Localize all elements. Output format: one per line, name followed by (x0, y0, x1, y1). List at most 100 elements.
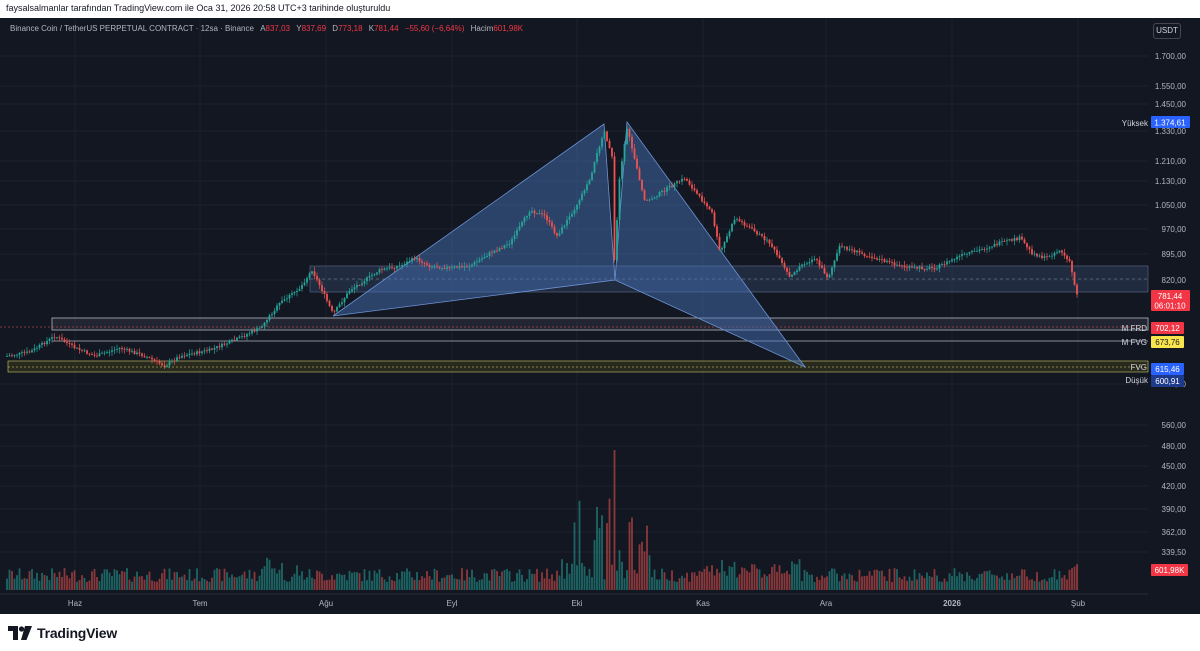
candle-body (326, 294, 328, 301)
volume-bar (531, 573, 533, 590)
footer: TradingView (0, 614, 1200, 651)
candle-body (251, 330, 253, 334)
candle-body (661, 190, 663, 193)
volume-bar (488, 580, 491, 590)
candle-body (778, 255, 781, 259)
volume-bar (411, 577, 413, 590)
candle-body (638, 168, 641, 181)
volume-bar (418, 580, 421, 590)
volume-bar (913, 569, 916, 590)
volume-bar (696, 575, 698, 590)
candle-body (218, 346, 221, 348)
volume-bar (283, 579, 286, 590)
candle-body (773, 246, 776, 250)
chart-frame[interactable]: 1.700,00 1.550,00 1.450,00 1.330,00 1.210,00… (0, 18, 1200, 614)
candle-body (731, 223, 733, 232)
symbol-legend[interactable]: Binance Coin / TetherUS PERPETUAL CONTRA… (10, 24, 523, 33)
volume-bar (381, 577, 383, 590)
candles (6, 125, 1078, 369)
volume-bar (728, 566, 731, 590)
candle-body (271, 314, 273, 316)
candle-body (583, 190, 586, 194)
volume-bar (891, 581, 893, 590)
candle-body (366, 277, 368, 282)
candle-body (858, 250, 861, 253)
volume-bar (446, 575, 448, 590)
currency-button[interactable]: USDT (1153, 23, 1181, 39)
candle-body (411, 258, 413, 262)
candle-body (581, 193, 583, 200)
candle-body (358, 285, 361, 286)
volume-bar (611, 564, 613, 590)
candle-body (621, 161, 623, 179)
volume-bar (423, 577, 426, 590)
candle-body (46, 340, 48, 345)
candle-body (153, 359, 156, 361)
volume-bar (501, 571, 503, 590)
volume-bar (136, 571, 138, 590)
grid (0, 18, 1148, 590)
candle-body (856, 250, 858, 253)
price-scale-label: 820,00 (1162, 276, 1187, 285)
mfvg-tag-label: M FVG (1122, 338, 1147, 347)
volume-bar (461, 568, 463, 590)
volume-bar (21, 579, 23, 590)
time-axis-label: 2026 (943, 599, 961, 608)
candle-body (478, 259, 481, 262)
candlestick-chart[interactable]: 1.700,00 1.550,00 1.450,00 1.330,00 1.210,00… (0, 18, 1200, 614)
candle-body (176, 357, 178, 361)
candle-body (706, 203, 708, 207)
candle-body (243, 336, 246, 337)
volume-bar (131, 581, 133, 590)
candle-body (298, 288, 301, 291)
candle-body (776, 249, 778, 256)
candle-body (568, 216, 571, 220)
volume-bar (16, 575, 18, 590)
candle-body (963, 253, 966, 255)
volume-bar (931, 577, 933, 590)
candle-body (341, 302, 343, 305)
candle-body (813, 259, 816, 260)
volume-bar (426, 571, 428, 590)
volume-bar (943, 578, 946, 590)
candle-body (221, 343, 223, 348)
volume-bar (448, 575, 451, 590)
price-scale-label: 362,00 (1162, 528, 1187, 537)
symbol-name: Binance Coin / TetherUS PERPETUAL CONTRA… (10, 24, 254, 33)
volume-bar (1001, 576, 1003, 590)
candle-body (998, 241, 1001, 245)
volume-bar (108, 572, 111, 590)
volume-bar (126, 568, 128, 590)
volume-bar (993, 575, 996, 590)
volume-bar (23, 578, 26, 590)
volume-bar (588, 568, 591, 590)
candle-body (708, 206, 711, 210)
volume-bar (1023, 569, 1026, 590)
candle-body (213, 347, 216, 350)
time-axis-label: Kas (696, 599, 710, 608)
candle-body (833, 260, 836, 268)
volume-bar (101, 573, 103, 590)
time-axis[interactable]: Haz Tem Ağu Eyl Eki Kas Ara 2026 Şub (0, 593, 1148, 608)
candle-body (831, 267, 833, 275)
candle-body (83, 350, 86, 352)
volume-bar (81, 575, 83, 590)
fvg-zone (7, 360, 1149, 373)
tradingview-logo[interactable]: TradingView (8, 624, 117, 642)
volume-bar (761, 577, 763, 590)
candle-body (246, 334, 248, 337)
candle-body (926, 268, 928, 270)
candle-body (663, 190, 666, 192)
volume-bar (266, 557, 268, 590)
volume-bar (281, 563, 283, 590)
candle-body (188, 353, 191, 355)
candle-body (678, 181, 681, 183)
volume-bar (91, 571, 93, 590)
volume-bar (51, 568, 53, 590)
candle-body (751, 227, 753, 229)
candle-body (13, 355, 16, 356)
volume-bar (561, 559, 563, 590)
volume-bar (453, 578, 456, 590)
volume-bar (376, 573, 378, 590)
time-axis-label: Eyl (446, 599, 457, 608)
